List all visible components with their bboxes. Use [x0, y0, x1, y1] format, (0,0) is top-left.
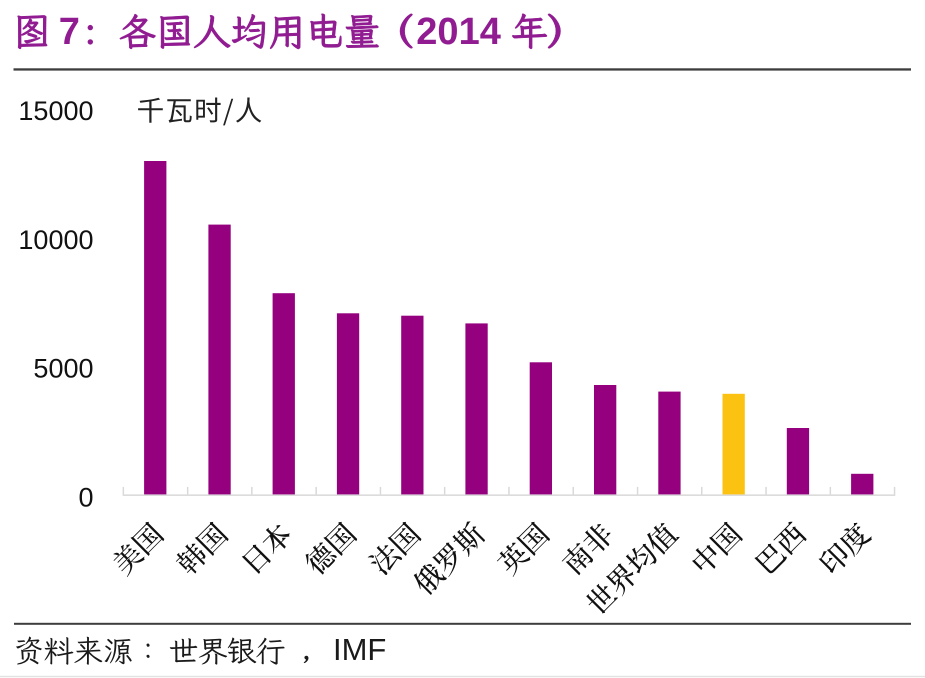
- svg-text:IMF: IMF: [333, 632, 386, 667]
- svg-text:0: 0: [78, 483, 93, 513]
- svg-text:15000: 15000: [18, 96, 93, 126]
- svg-text:7: 7: [59, 11, 80, 53]
- svg-text:10000: 10000: [18, 225, 93, 255]
- svg-text:5000: 5000: [33, 354, 93, 384]
- svg-text:2014: 2014: [416, 11, 501, 53]
